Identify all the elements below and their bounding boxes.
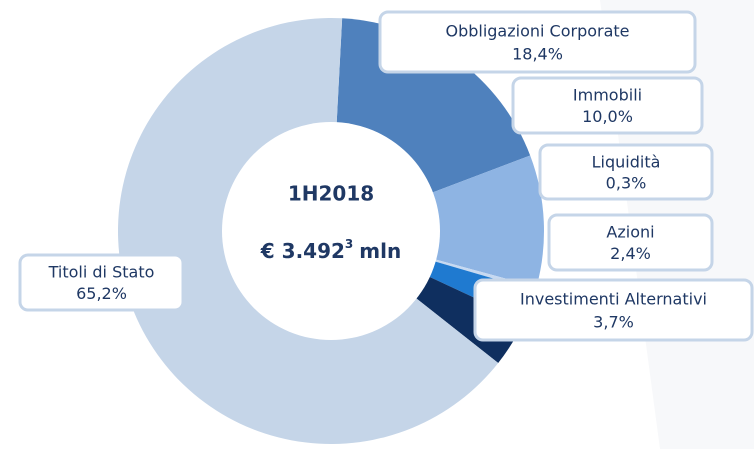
- label-box: [473, 278, 754, 342]
- value-label: 0,3%: [606, 173, 647, 192]
- donut-hole: [222, 122, 440, 340]
- unit: mln: [359, 239, 401, 263]
- label-box: [18, 253, 185, 312]
- slice-label: Obbligazioni Corporate: [445, 21, 629, 40]
- value-label: 2,4%: [610, 244, 651, 263]
- label-box: [538, 143, 714, 201]
- label-box: [511, 76, 704, 135]
- total-label: € 3.4923 mln: [260, 237, 401, 263]
- slice-label: Liquidità: [592, 152, 661, 171]
- label-box: [547, 213, 714, 272]
- value-label: 10,0%: [582, 107, 633, 126]
- slice-label: Titoli di Stato: [48, 263, 155, 282]
- center-label: 1H2018: [288, 182, 374, 206]
- value-label: 65,2%: [76, 284, 127, 303]
- slice-label: Azioni: [606, 223, 654, 242]
- value-label: 3,7%: [593, 313, 634, 332]
- total: € 3.492: [260, 239, 345, 263]
- slice-label: Immobili: [573, 86, 642, 105]
- value-label: 18,4%: [512, 45, 563, 64]
- slice-label: Investimenti Alternativi: [520, 289, 707, 308]
- label-box: [378, 10, 697, 74]
- footnote: 3: [345, 237, 353, 251]
